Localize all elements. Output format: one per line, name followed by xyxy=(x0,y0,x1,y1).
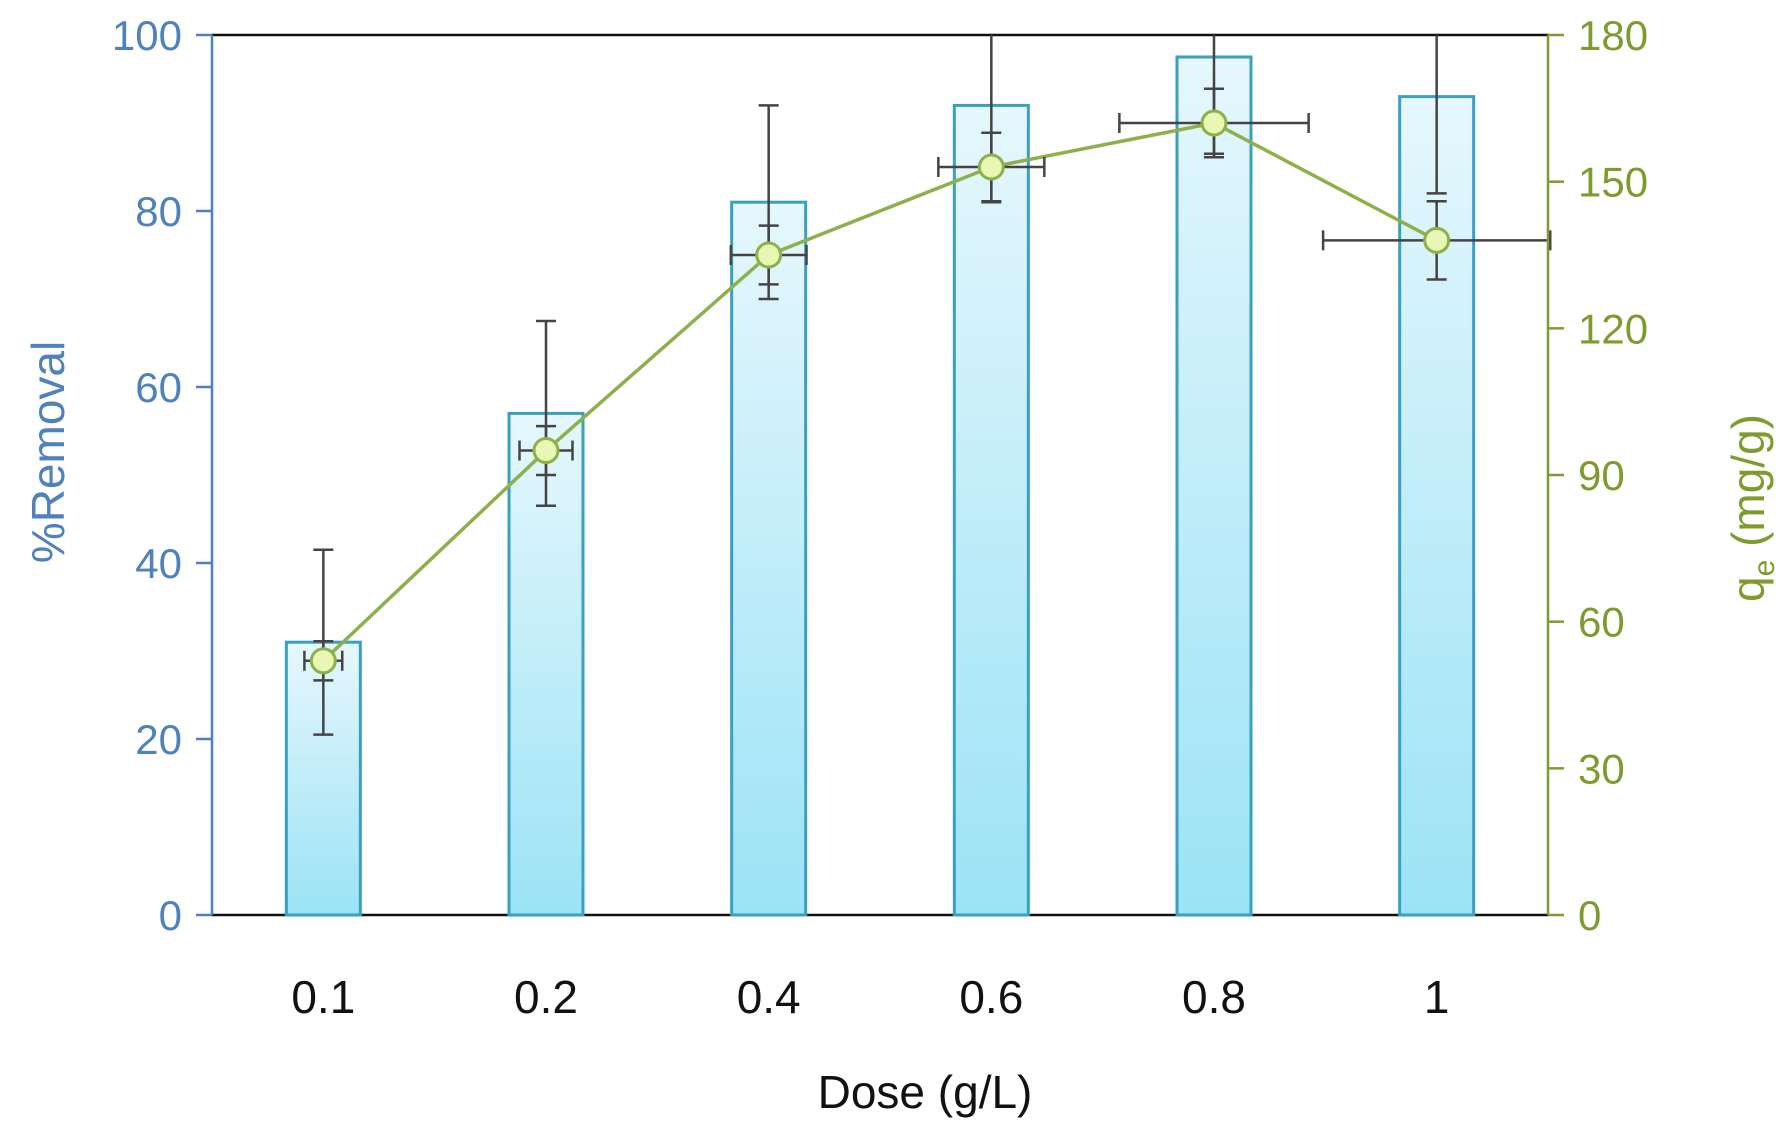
x-tick-label: 0.2 xyxy=(514,971,578,1023)
x-axis: 0.1 0.2 0.4 0.6 0.8 1 xyxy=(291,971,1449,1023)
left-tick-label: 60 xyxy=(135,364,182,411)
right-axis-title: qe (mg/g) xyxy=(1722,414,1781,602)
left-tick-label: 40 xyxy=(135,540,182,587)
right-axis-title-q: q xyxy=(1722,576,1774,602)
x-tick-label: 0.6 xyxy=(959,971,1023,1023)
right-tick-label: 90 xyxy=(1578,452,1625,499)
right-tick-label: 180 xyxy=(1578,12,1648,59)
left-tick-label: 100 xyxy=(112,12,182,59)
x-tick-label: 1 xyxy=(1424,971,1450,1023)
qe-point xyxy=(532,437,560,465)
bar-series xyxy=(284,55,1476,917)
right-tick-label: 60 xyxy=(1578,599,1625,646)
x-tick-label: 0.1 xyxy=(291,971,355,1023)
qe-point xyxy=(1200,109,1228,137)
qe-point xyxy=(309,647,337,675)
right-tick-label: 120 xyxy=(1578,305,1648,352)
left-tick-label: 20 xyxy=(135,716,182,763)
right-tick-label: 150 xyxy=(1578,159,1648,206)
qe-point xyxy=(977,153,1005,181)
qe-line xyxy=(322,121,1438,663)
right-axis-title-sub: e xyxy=(1748,560,1781,577)
bar xyxy=(730,200,808,917)
qe-point xyxy=(1423,226,1451,254)
bar xyxy=(952,103,1030,917)
x-tick-label: 0.8 xyxy=(1182,971,1246,1023)
left-axis: 0 20 40 60 80 100 xyxy=(112,12,214,939)
right-axis: 0 30 60 90 120 150 180 xyxy=(1546,12,1648,939)
bar-error-bars xyxy=(313,35,1447,736)
x-axis-title: Dose (g/L) xyxy=(818,1066,1033,1118)
plot-frame xyxy=(212,33,1548,917)
left-axis-title: %Removal xyxy=(22,341,74,563)
bar xyxy=(1175,55,1253,917)
line-series xyxy=(303,87,1552,682)
x-tick-label: 0.4 xyxy=(737,971,801,1023)
left-tick-label: 80 xyxy=(135,188,182,235)
left-tick-label: 0 xyxy=(159,892,182,939)
right-tick-label: 0 xyxy=(1578,892,1601,939)
right-tick-label: 30 xyxy=(1578,745,1625,792)
right-axis-title-unit: (mg/g) xyxy=(1722,414,1774,560)
qe-point xyxy=(755,241,783,269)
